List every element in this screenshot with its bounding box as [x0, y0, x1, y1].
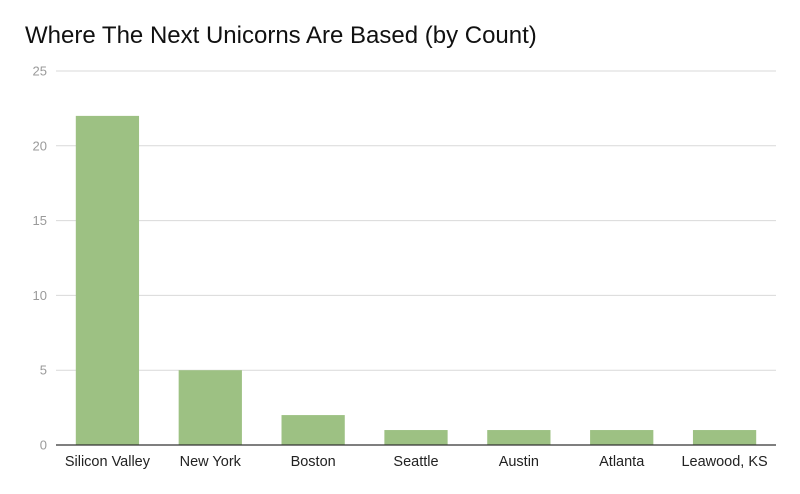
- gridlines: [56, 70, 776, 371]
- bar: [487, 430, 551, 445]
- bar: [692, 430, 757, 445]
- bars: [75, 115, 757, 445]
- x-category-label: Austin: [499, 454, 539, 470]
- y-tick-label: 5: [40, 363, 47, 378]
- x-category-label: Seattle: [393, 454, 438, 470]
- y-tick-label: 0: [40, 438, 47, 453]
- x-category-label: Atlanta: [599, 454, 645, 470]
- chart-title: Where The Next Unicorns Are Based (by Co…: [25, 22, 537, 49]
- x-category-label: New York: [180, 454, 242, 470]
- bar: [384, 430, 448, 445]
- bar: [178, 370, 242, 445]
- y-tick-label: 15: [33, 213, 47, 228]
- x-category-label: Boston: [291, 454, 336, 470]
- labels: 0 5 10 15 20 25 Silicon Valley New York Boston Se…: [33, 64, 768, 471]
- bar: [590, 430, 654, 445]
- bar: [281, 415, 345, 445]
- bar: [75, 115, 140, 445]
- y-tick-label: 20: [33, 138, 47, 153]
- y-tick-label: 25: [33, 64, 47, 79]
- x-category-label: Silicon Valley: [65, 454, 151, 470]
- x-category-label: Leawood, KS: [681, 454, 767, 470]
- y-tick-label: 10: [33, 288, 47, 303]
